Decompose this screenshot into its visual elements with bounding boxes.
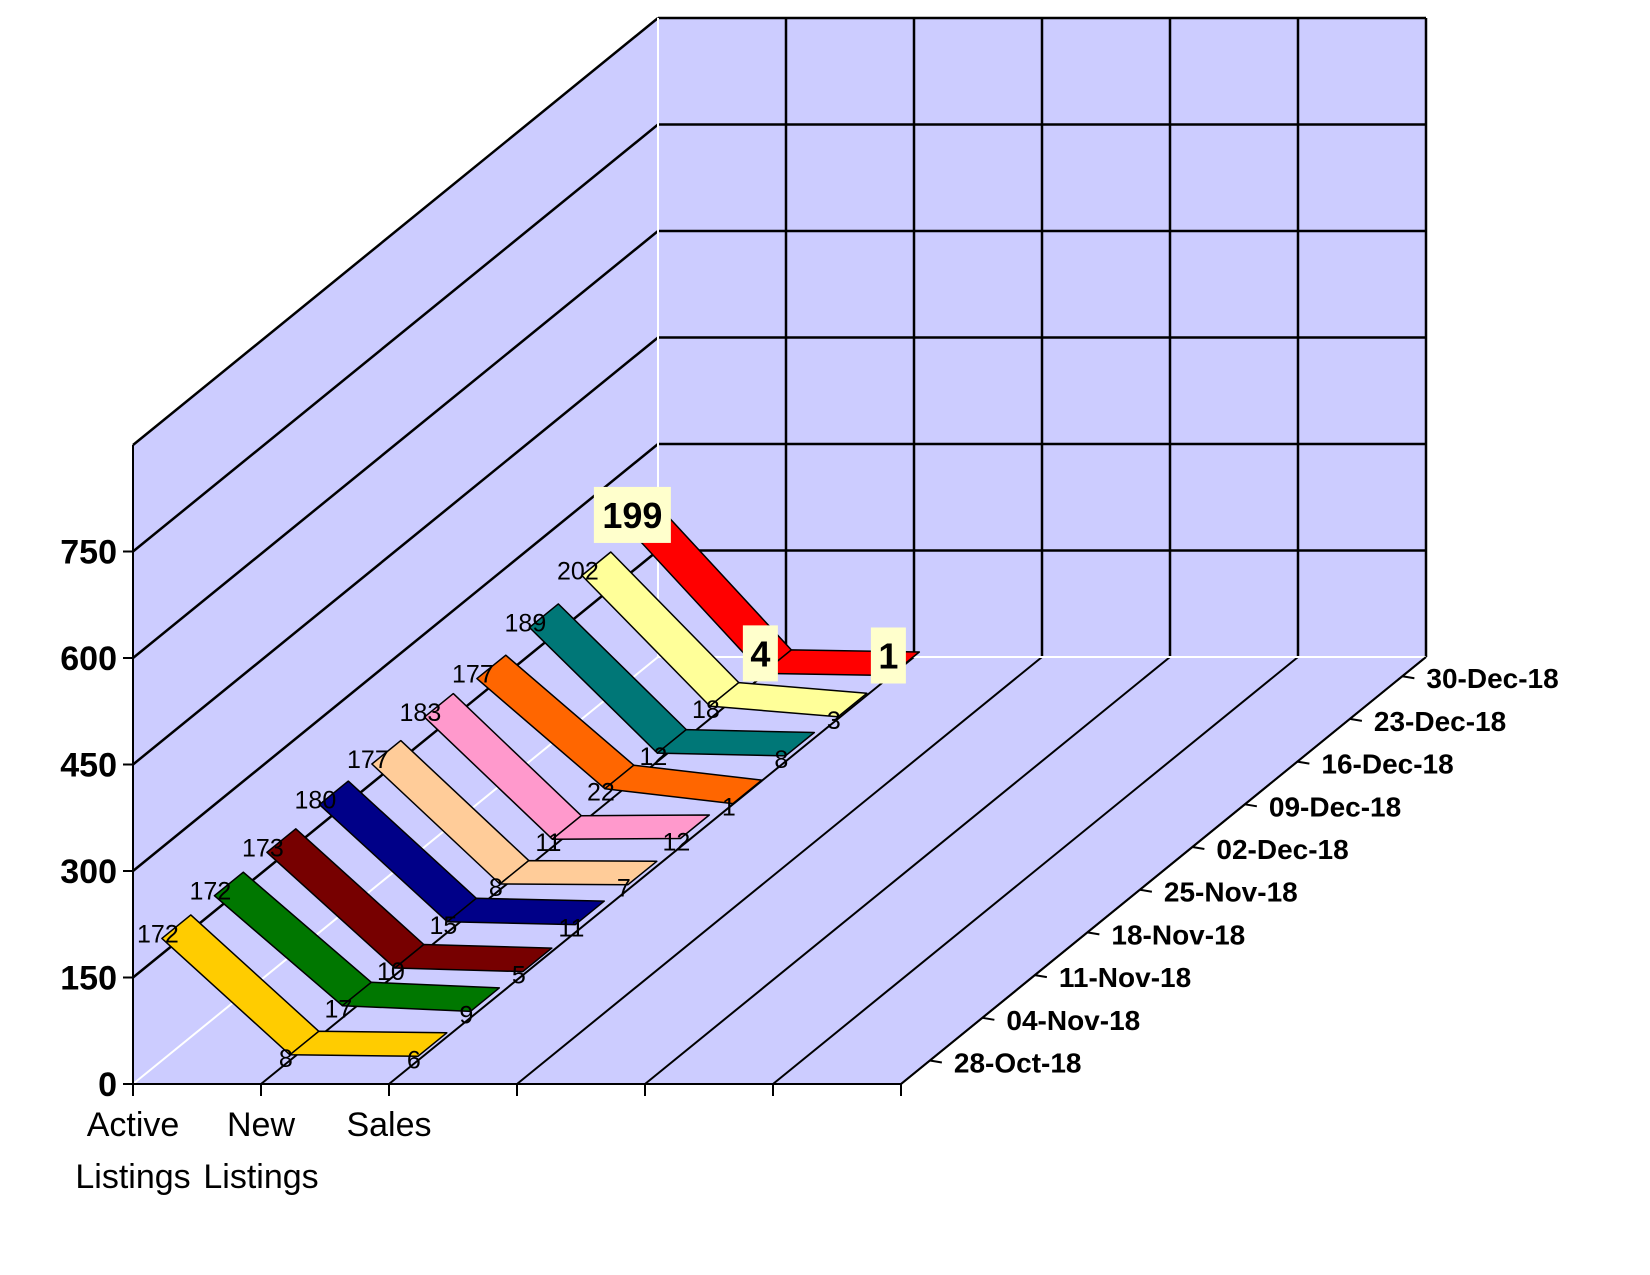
- series-ribbon-segment: [446, 897, 606, 926]
- side-wall-gridline: [132, 443, 659, 872]
- depth-axis-line: [900, 656, 1427, 1085]
- series-ribbon-segment: [551, 814, 711, 840]
- depth-tick: [929, 1059, 943, 1064]
- data-label: 189: [505, 609, 547, 637]
- x-tick-label: Listings: [203, 1158, 318, 1196]
- depth-tick-label: 04-Nov-18: [1006, 1005, 1140, 1036]
- side-wall-gridline: [132, 230, 659, 659]
- side-wall-gridline: [132, 336, 659, 766]
- depth-tick-label: 25-Nov-18: [1164, 877, 1298, 908]
- series-ribbon-segment: [604, 764, 763, 805]
- data-label-callout: [593, 486, 671, 543]
- depth-tick: [1297, 760, 1310, 765]
- y-tick-label: 600: [60, 640, 117, 678]
- data-label: 8: [774, 746, 788, 774]
- x-tick-label: Listings: [75, 1158, 190, 1196]
- floor-depth-gridline: [388, 656, 915, 1085]
- depth-tick-label: 28-Oct-18: [954, 1048, 1082, 1079]
- depth-tick: [1192, 846, 1205, 851]
- data-label: 18: [692, 696, 720, 724]
- data-label: 3: [827, 707, 841, 735]
- data-label: 12: [662, 828, 690, 856]
- series-ribbon-segment: [709, 681, 868, 718]
- series-ribbon-segment: [656, 728, 816, 757]
- data-label-callout: [870, 627, 906, 684]
- side-wall-gridline: [132, 17, 659, 446]
- y-tick-label: 150: [60, 960, 117, 998]
- x-tick-label: New: [227, 1106, 295, 1144]
- data-label: 172: [137, 920, 179, 948]
- floor-depth-gridline: [644, 656, 1171, 1085]
- data-label: 12: [639, 743, 667, 771]
- data-label-callout: [742, 625, 778, 682]
- data-label: 6: [407, 1046, 421, 1074]
- data-label: 5: [512, 962, 526, 990]
- x-tick-label: Active: [87, 1106, 180, 1144]
- data-label: 177: [347, 746, 389, 774]
- data-label: 11: [535, 829, 561, 857]
- y-tick-label: 0: [98, 1066, 117, 1104]
- data-label: 22: [587, 779, 615, 807]
- data-label: 15: [429, 912, 457, 940]
- data-label: 4: [750, 633, 770, 674]
- series-ribbon-segment: [341, 981, 501, 1013]
- data-label: 11: [558, 915, 584, 943]
- depth-tick: [982, 1016, 995, 1021]
- data-label: 202: [557, 557, 599, 585]
- depth-tick: [1139, 888, 1153, 893]
- chart-series: [161, 510, 921, 1058]
- depth-tick: [1244, 803, 1258, 808]
- depth-tick-label: 30-Dec-18: [1426, 663, 1558, 694]
- data-label: 180: [295, 787, 337, 815]
- depth-tick: [1087, 931, 1100, 936]
- series-ribbon-segment: [394, 943, 553, 973]
- depth-tick-label: 09-Dec-18: [1269, 791, 1401, 822]
- data-label: 8: [489, 874, 503, 902]
- chart-gridlines: [132, 16, 1428, 1085]
- data-label: 9: [459, 1001, 473, 1029]
- data-label: 183: [400, 699, 442, 727]
- data-label: 172: [190, 878, 232, 906]
- data-label: 1: [878, 636, 898, 677]
- data-label: 7: [617, 875, 631, 903]
- depth-tick-label: 02-Dec-18: [1216, 834, 1348, 865]
- data-label: 10: [377, 958, 405, 986]
- data-label: 173: [242, 834, 284, 862]
- depth-tick-label: 23-Dec-18: [1374, 706, 1506, 737]
- depth-tick: [1402, 675, 1415, 680]
- depth-tick-label: 11-Nov-18: [1059, 962, 1191, 993]
- y-tick-label: 750: [60, 534, 117, 572]
- data-label: 177: [452, 661, 494, 689]
- depth-tick-label: 18-Nov-18: [1111, 919, 1245, 950]
- depth-tick: [1034, 974, 1048, 979]
- floor-depth-gridline: [772, 656, 1299, 1085]
- y-tick-label: 450: [60, 747, 117, 785]
- x-tick-label: Sales: [346, 1106, 431, 1144]
- depth-tick-label: 16-Dec-18: [1321, 749, 1453, 780]
- data-label: 8: [279, 1045, 293, 1073]
- series-ribbon-segment: [289, 1030, 448, 1058]
- series-ribbon-segment: [499, 859, 658, 886]
- side-wall-gridline: [132, 123, 659, 553]
- data-label: 199: [602, 495, 662, 536]
- data-label: 1: [722, 794, 736, 822]
- y-tick-label: 300: [60, 853, 117, 891]
- floor-depth-gridline: [516, 656, 1043, 1085]
- depth-tick: [1349, 717, 1363, 722]
- chart-axes: 0 150 300 450 600 750 Active Listings New Listing…: [60, 445, 1559, 1196]
- data-label: 17: [324, 996, 352, 1024]
